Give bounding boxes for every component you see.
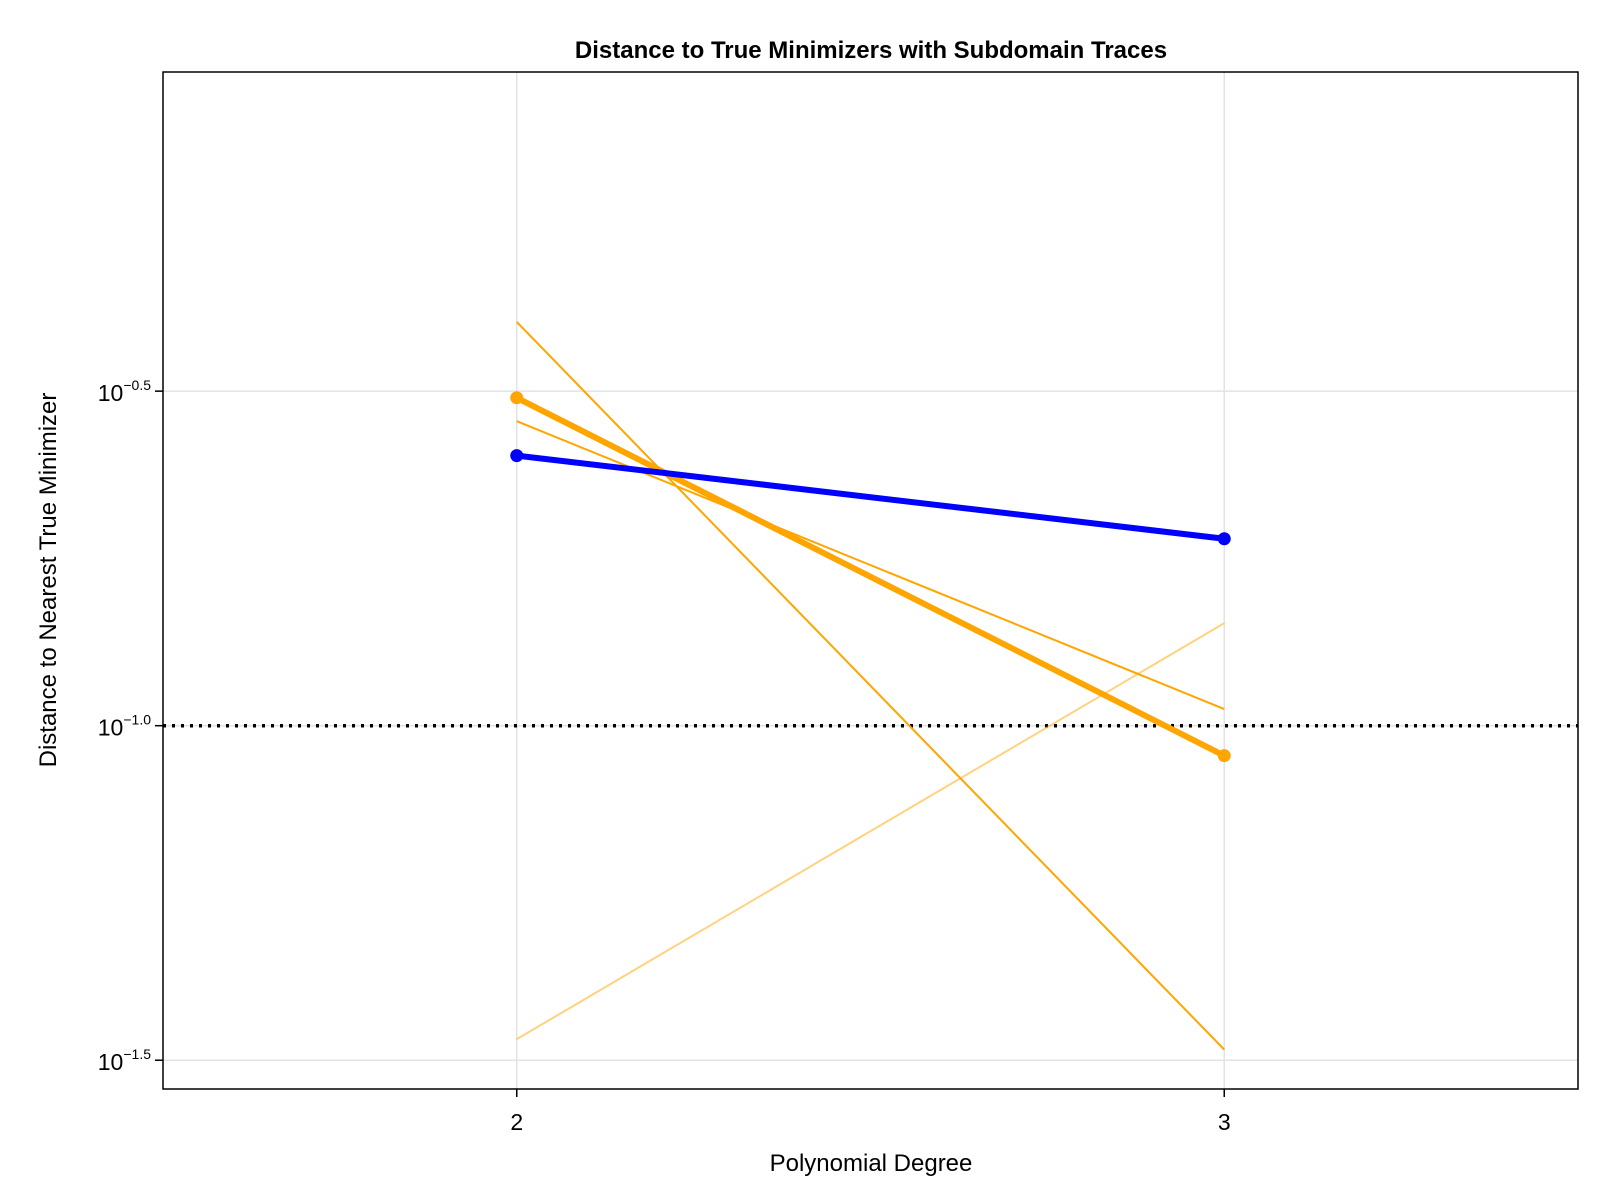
series-point-0-0 [510, 449, 524, 463]
gridlines [163, 72, 1578, 1089]
series-line-4 [516, 622, 1225, 1041]
plot-frame [162, 71, 1579, 1090]
y-axis-ticks: 10−1.5 10−1.0 10−0.5 [98, 377, 163, 1075]
y-tick-label: 10−0.5 [98, 377, 151, 406]
series-line-0 [516, 452, 1225, 542]
y-axis-label: Distance to Nearest True Minimizer [35, 393, 62, 768]
series-line-3 [516, 420, 1225, 710]
x-tick-label: 3 [1218, 1109, 1231, 1135]
series-line-2 [516, 321, 1225, 1051]
series-point-1-1 [1217, 749, 1231, 763]
y-tick-label: 10−1.5 [98, 1046, 151, 1075]
y-tick-label: 10−1.0 [98, 712, 151, 741]
chart-title: Distance to True Minimizers with Subdoma… [575, 37, 1167, 64]
series-point-1-0 [510, 391, 524, 405]
x-tick-label: 2 [510, 1109, 523, 1135]
series-line-1 [515, 395, 1226, 759]
series-point-0-1 [1217, 532, 1231, 546]
series-lines [515, 321, 1226, 1051]
series-markers [510, 391, 1231, 763]
x-axis-label: Polynomial Degree [770, 1150, 973, 1177]
